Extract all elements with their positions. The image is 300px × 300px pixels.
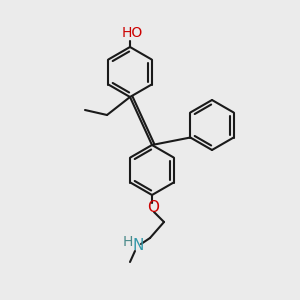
Text: H: H — [123, 235, 133, 249]
Text: N: N — [132, 238, 144, 253]
Text: O: O — [147, 200, 159, 215]
Text: HO: HO — [122, 26, 142, 40]
